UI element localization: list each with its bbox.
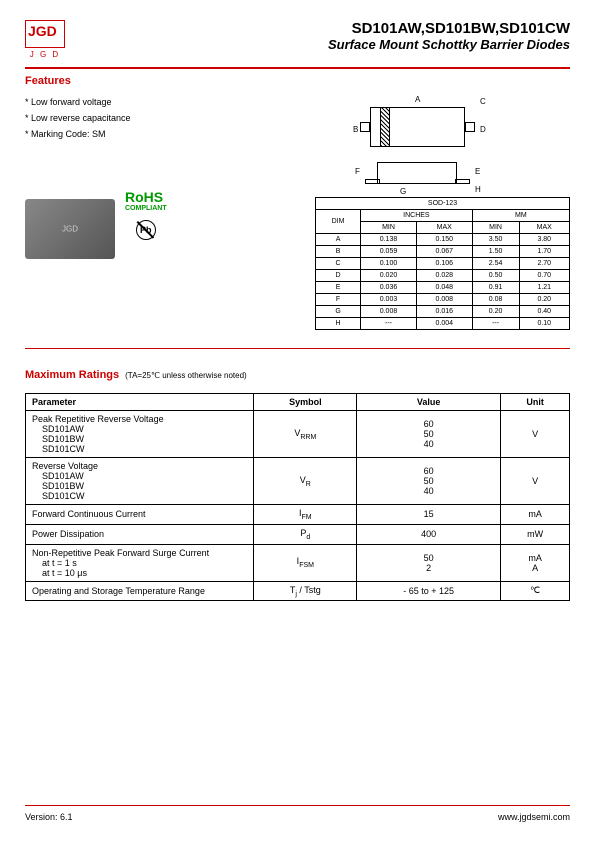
dim-row: D0.0200.0280.500.70 — [316, 269, 570, 281]
dim-header: DIM — [316, 209, 361, 233]
dim-row: C0.1000.1062.542.70 — [316, 257, 570, 269]
ratings-heading: Maximum Ratings — [25, 369, 119, 381]
pb-label: Pb — [140, 225, 152, 235]
header: JGD J G D SD101AW,SD101BW,SD101CW Surfac… — [25, 20, 570, 59]
rohs-text: RoHS — [125, 189, 167, 205]
divider — [25, 67, 570, 69]
dim-label-g: G — [400, 187, 406, 196]
min-header: MIN — [361, 221, 417, 233]
logo-text: JGD — [26, 21, 64, 41]
dim-row: A0.1380.1503.503.80 — [316, 233, 570, 245]
feature-item: * Low reverse capacitance — [25, 113, 295, 123]
features-section: * Low forward voltage * Low reverse capa… — [25, 97, 570, 330]
dim-row: G0.0080.0160.200.40 — [316, 305, 570, 317]
package-area: A B C D E F G H SOD-123 DIM INCHES MM MI… — [315, 97, 570, 330]
dim-row: B0.0590.0671.501.70 — [316, 245, 570, 257]
dim-label-a: A — [415, 95, 420, 104]
ratings-row: Peak Repetitive Reverse VoltageSD101AWSD… — [26, 411, 570, 458]
ratings-row: Operating and Storage Temperature RangeT… — [26, 581, 570, 601]
title-area: SD101AW,SD101BW,SD101CW Surface Mount Sc… — [328, 20, 570, 52]
package-diagram: A B C D E F G H — [315, 97, 570, 197]
ratings-note: (TA=25℃ unless otherwise noted) — [125, 371, 247, 380]
chip-label: JGD — [62, 224, 78, 233]
chip-image: JGD — [25, 199, 115, 259]
features-list: * Low forward voltage * Low reverse capa… — [25, 97, 295, 330]
ratings-table: Parameter Symbol Value Unit Peak Repetit… — [25, 393, 570, 601]
mm-header: MM — [472, 209, 569, 221]
ratings-row: Forward Continuous CurrentIFM15mA — [26, 505, 570, 525]
footer: Version: 6.1 www.jgdsemi.com — [25, 801, 570, 823]
ratings-row: Non-Repetitive Peak Forward Surge Curren… — [26, 544, 570, 581]
divider — [25, 348, 570, 350]
logo: JGD J G D — [25, 20, 65, 59]
ratings-section: Maximum Ratings (TA=25℃ unless otherwise… — [25, 369, 570, 601]
pb-free-icon: Pb — [136, 220, 156, 240]
rohs-badge: JGD RoHS COMPLIANT Pb — [25, 179, 295, 259]
max-header: MAX — [416, 221, 472, 233]
dim-row: E0.0360.0480.911.21 — [316, 281, 570, 293]
inches-header: INCHES — [361, 209, 473, 221]
logo-subtext: J G D — [30, 50, 60, 59]
dim-row: F0.0030.0080.080.20 — [316, 293, 570, 305]
dim-row: H---0.004---0.10 — [316, 317, 570, 329]
dim-label-c: C — [480, 97, 486, 106]
footer-url: www.jgdsemi.com — [498, 812, 570, 822]
feature-item: * Low forward voltage — [25, 97, 295, 107]
dimensions-table: SOD-123 DIM INCHES MM MIN MAX MIN MAX A0… — [315, 197, 570, 330]
page-title: SD101AW,SD101BW,SD101CW — [328, 20, 570, 37]
dim-label-b: B — [353, 125, 358, 134]
ratings-row: Reverse VoltageSD101AWSD101BWSD101CWVR60… — [26, 458, 570, 505]
dim-label-e: E — [475, 167, 480, 176]
dim-label-f: F — [355, 167, 360, 176]
max-header: MAX — [519, 221, 569, 233]
ratings-row: Power DissipationPd400mW — [26, 524, 570, 544]
param-header: Parameter — [26, 394, 254, 411]
feature-item: * Marking Code: SM — [25, 129, 295, 139]
page-subtitle: Surface Mount Schottky Barrier Diodes — [328, 37, 570, 52]
divider — [25, 805, 570, 807]
value-header: Value — [357, 394, 501, 411]
version-text: Version: 6.1 — [25, 812, 73, 822]
features-heading: Features — [25, 75, 570, 87]
min-header: MIN — [472, 221, 519, 233]
symbol-header: Symbol — [254, 394, 357, 411]
unit-header: Unit — [501, 394, 570, 411]
package-name: SOD-123 — [316, 197, 570, 209]
rohs-subtext: COMPLIANT — [125, 205, 167, 212]
dim-label-h: H — [475, 185, 481, 194]
dim-label-d: D — [480, 125, 486, 134]
